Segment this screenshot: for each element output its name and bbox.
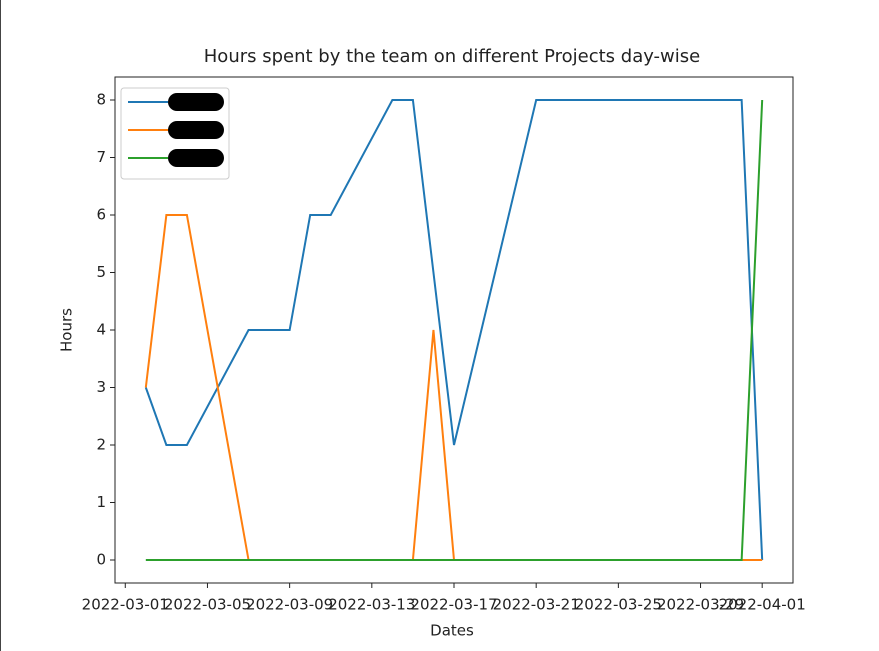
- plot-frame: [114, 76, 794, 584]
- x-tick-label: 2022-04-01: [719, 596, 806, 614]
- x-tick-label: 2022-03-01: [82, 596, 169, 614]
- legend-redaction: [168, 93, 224, 111]
- y-tick-label: 5: [96, 263, 106, 281]
- series-line: [145, 99, 764, 561]
- x-axis-label: Dates: [430, 622, 474, 640]
- legend-redaction: [168, 121, 224, 139]
- y-tick-label: 6: [96, 206, 106, 224]
- legend-redaction: [168, 149, 224, 167]
- series-line: [144, 214, 763, 561]
- y-tick-label: 3: [96, 378, 106, 396]
- y-tick-label: 1: [96, 493, 106, 511]
- x-tick-label: 2022-03-05: [164, 596, 251, 614]
- y-tick-label: 8: [96, 91, 106, 109]
- x-tick-label: 2022-03-09: [246, 596, 333, 614]
- x-tick-label: 2022-03-17: [410, 596, 497, 614]
- y-tick-label: 0: [96, 551, 106, 569]
- y-tick-label: 4: [96, 321, 106, 339]
- y-tick-label: 7: [96, 148, 106, 166]
- x-tick-label: 2022-03-29: [657, 596, 744, 614]
- x-tick-label: 2022-03-21: [493, 596, 580, 614]
- y-axis-label: Hours: [58, 308, 76, 352]
- x-tick-label: 2022-03-13: [328, 596, 415, 614]
- x-tick-label: 2022-03-25: [575, 596, 662, 614]
- y-tick-label: 2: [96, 436, 106, 454]
- series-line: [144, 99, 764, 561]
- chart-title: Hours spent by the team on different Pro…: [204, 46, 700, 67]
